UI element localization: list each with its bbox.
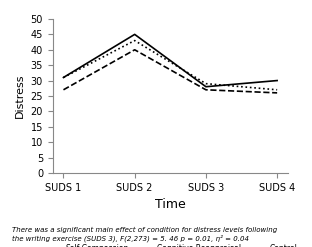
Text: There was a significant main effect of condition for distress levels following
t: There was a significant main effect of c…	[12, 227, 278, 242]
Y-axis label: Distress: Distress	[15, 74, 25, 118]
X-axis label: Time: Time	[155, 198, 186, 211]
Legend: Self-Compassion, Cognitive Reappraisal, Control: Self-Compassion, Cognitive Reappraisal, …	[40, 241, 300, 247]
